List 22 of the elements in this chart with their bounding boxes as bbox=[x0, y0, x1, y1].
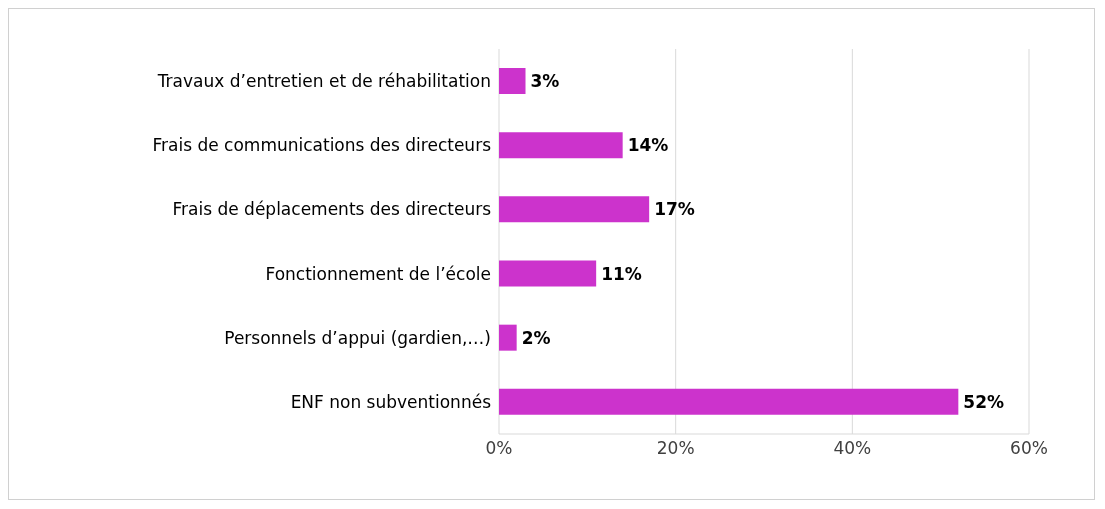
y-tick-label: Fonctionnement de l’école bbox=[265, 263, 491, 284]
x-tick-label: 60% bbox=[1010, 438, 1048, 459]
y-tick-label: Frais de communications des directeurs bbox=[152, 135, 492, 156]
x-tick-label: 0% bbox=[485, 438, 513, 459]
x-tick-label: 20% bbox=[656, 438, 695, 459]
y-tick-label: Travaux d’entretien et de réhabilitation bbox=[156, 71, 491, 92]
bar bbox=[499, 68, 526, 94]
data-label: 52% bbox=[963, 391, 1005, 412]
data-label: 2% bbox=[521, 327, 551, 348]
y-tick-label: Personnels d’appui (gardien,…) bbox=[224, 327, 491, 348]
x-tick-label: 40% bbox=[833, 438, 872, 459]
data-label: 17% bbox=[654, 199, 695, 220]
y-tick-label: ENF non subventionnés bbox=[290, 391, 492, 412]
data-label: 11% bbox=[601, 263, 642, 284]
bar bbox=[499, 260, 597, 287]
y-tick-label: Frais de déplacements des directeurs bbox=[172, 199, 492, 220]
bar bbox=[499, 324, 517, 351]
data-label: 3% bbox=[530, 71, 560, 92]
data-label: 14% bbox=[627, 135, 669, 156]
bar bbox=[499, 388, 959, 415]
bar bbox=[499, 132, 623, 159]
bar bbox=[499, 196, 650, 223]
